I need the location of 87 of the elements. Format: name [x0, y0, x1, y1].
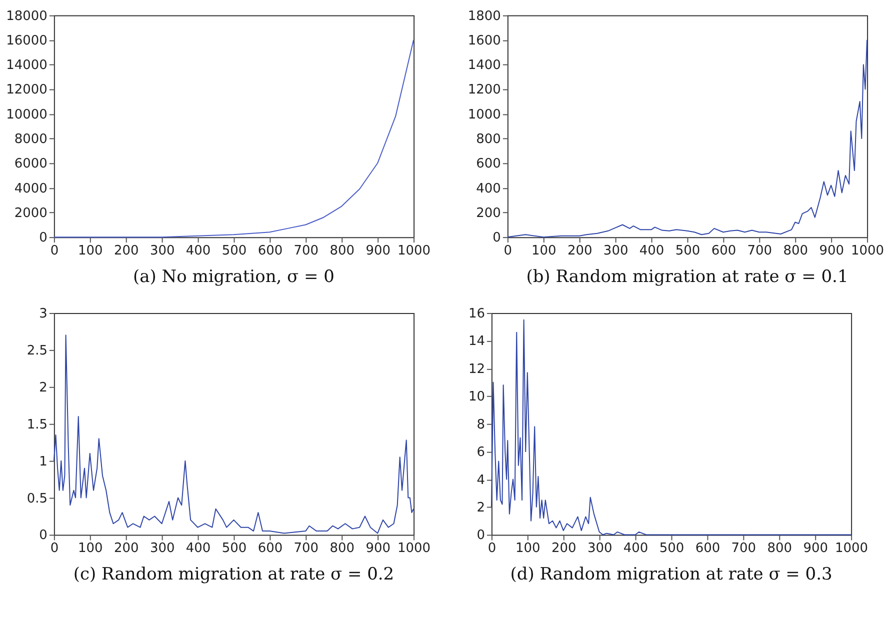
x-tick-label: 500	[222, 244, 247, 259]
y-tick-label: 16	[468, 306, 485, 322]
x-tick-label: 600	[711, 244, 736, 259]
y-tick-label: 0	[476, 528, 485, 544]
line-series	[53, 334, 414, 534]
text: (d) Random migration at rate σ = 0.3	[510, 564, 832, 585]
x-tick-label: 0	[50, 244, 59, 259]
y-tick-label: 400	[476, 181, 501, 196]
x-tick-label: 900	[366, 541, 390, 556]
y-tick-label: 1	[39, 454, 48, 470]
y-tick-label: 16000	[6, 33, 48, 48]
y-tick-label: 14000	[6, 58, 48, 74]
y-tick-label: 1400	[468, 58, 501, 74]
x-tick-label: 100	[78, 244, 103, 259]
y-tick-label: 2000	[14, 206, 48, 221]
x-tick-label: 700	[747, 244, 772, 259]
x-tick-label: 600	[258, 541, 283, 556]
x-tick-label: 400	[186, 244, 211, 259]
x-tick-label: 600	[258, 244, 283, 259]
x-tick-label: 1000	[851, 244, 884, 259]
y-tick-label: 18000	[6, 8, 48, 24]
line-series	[506, 39, 868, 238]
line-series	[490, 319, 852, 536]
x-tick-label: 400	[623, 541, 648, 556]
y-tick-label: 14	[468, 334, 485, 350]
x-tick-label: 400	[186, 541, 211, 556]
y-tick-label: 600	[476, 156, 501, 172]
y-tick-label: 0.5	[26, 491, 48, 506]
y-tick-label: 200	[476, 206, 501, 221]
x-tick-label: 100	[78, 541, 103, 556]
x-tick-label: 400	[639, 244, 664, 259]
x-tick-label: 200	[114, 244, 139, 259]
x-tick-label: 1000	[835, 541, 868, 556]
x-tick-label: 500	[222, 541, 247, 556]
x-tick-label: 1000	[398, 244, 431, 259]
y-tick-label: 1800	[468, 8, 501, 24]
x-tick-label: 500	[675, 244, 700, 259]
y-tick-label: 12000	[6, 82, 48, 98]
x-tick-label: 800	[330, 244, 354, 259]
x-tick-label: 800	[783, 244, 808, 259]
y-tick-label: 8000	[14, 132, 48, 148]
text: (b) Random migration at rate σ = 0.1	[526, 267, 848, 288]
line-series	[53, 39, 414, 238]
y-tick-label: 1000	[468, 107, 501, 122]
y-tick-label: 8	[476, 417, 485, 432]
x-tick-label: 300	[150, 541, 175, 556]
y-tick-label: 10000	[6, 107, 48, 122]
x-tick-label: 200	[567, 244, 592, 259]
x-tick-label: 900	[803, 541, 828, 556]
x-tick-label: 200	[551, 541, 576, 556]
text: (a) No migration, σ = 0	[133, 267, 334, 288]
y-tick-label: 10	[468, 390, 485, 405]
x-tick-label: 700	[294, 541, 319, 556]
x-tick-label: 800	[767, 541, 792, 556]
y-tick-label: 1.5	[26, 417, 48, 432]
text: (c) Random migration at rate σ = 0.2	[73, 564, 394, 585]
x-tick-label: 900	[819, 244, 844, 259]
x-tick-label: 800	[330, 541, 354, 556]
x-tick-label: 300	[587, 541, 612, 556]
y-tick-label: 0	[39, 230, 48, 246]
x-tick-label: 300	[150, 244, 175, 259]
x-tick-label: 700	[731, 541, 756, 556]
y-tick-label: 12	[468, 362, 485, 377]
y-tick-label: 2	[476, 500, 485, 516]
y-tick-label: 2	[39, 380, 48, 396]
x-tick-label: 900	[366, 244, 390, 259]
y-tick-label: 4	[476, 472, 485, 488]
x-tick-label: 600	[695, 541, 720, 556]
x-tick-label: 300	[603, 244, 628, 259]
y-tick-label: 800	[476, 132, 501, 148]
y-tick-label: 0	[492, 230, 501, 246]
x-tick-label: 100	[516, 541, 540, 556]
x-tick-label: 200	[114, 541, 139, 556]
x-tick-label: 1000	[398, 541, 431, 556]
x-tick-label: 0	[50, 541, 59, 556]
x-tick-label: 700	[294, 244, 319, 259]
x-tick-label: 500	[659, 541, 684, 556]
y-tick-label: 6	[476, 445, 485, 460]
y-tick-label: 6000	[14, 156, 48, 172]
y-tick-label: 1600	[468, 33, 501, 48]
x-tick-label: 100	[532, 244, 556, 259]
x-tick-label: 0	[504, 244, 512, 259]
y-tick-label: 0	[39, 528, 48, 544]
y-tick-label: 2.5	[26, 343, 48, 358]
y-tick-label: 1200	[468, 82, 501, 98]
y-tick-label: 3	[39, 306, 48, 322]
y-tick-label: 4000	[14, 181, 48, 196]
